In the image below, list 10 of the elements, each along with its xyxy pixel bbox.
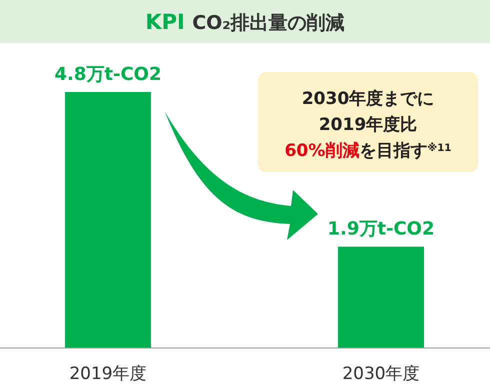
annotation: を目指す$^{※11}$ — [359, 141, 452, 161]
annotation: 2030年度までに — [302, 89, 434, 109]
annotation: 2019年度比 — [318, 115, 418, 135]
chart-title: KPI — [145, 10, 192, 34]
x-tick-label: 2030年度 — [342, 364, 420, 384]
chart-subtitle: CO₂排出量の削減 — [192, 12, 345, 34]
data-label: 4.8万t-CO2 — [54, 64, 162, 85]
data-label: 1.9万t-CO2 — [328, 218, 434, 240]
x-tick-label: 2019年度 — [69, 364, 147, 384]
annotation: 60%削減 — [284, 141, 360, 161]
